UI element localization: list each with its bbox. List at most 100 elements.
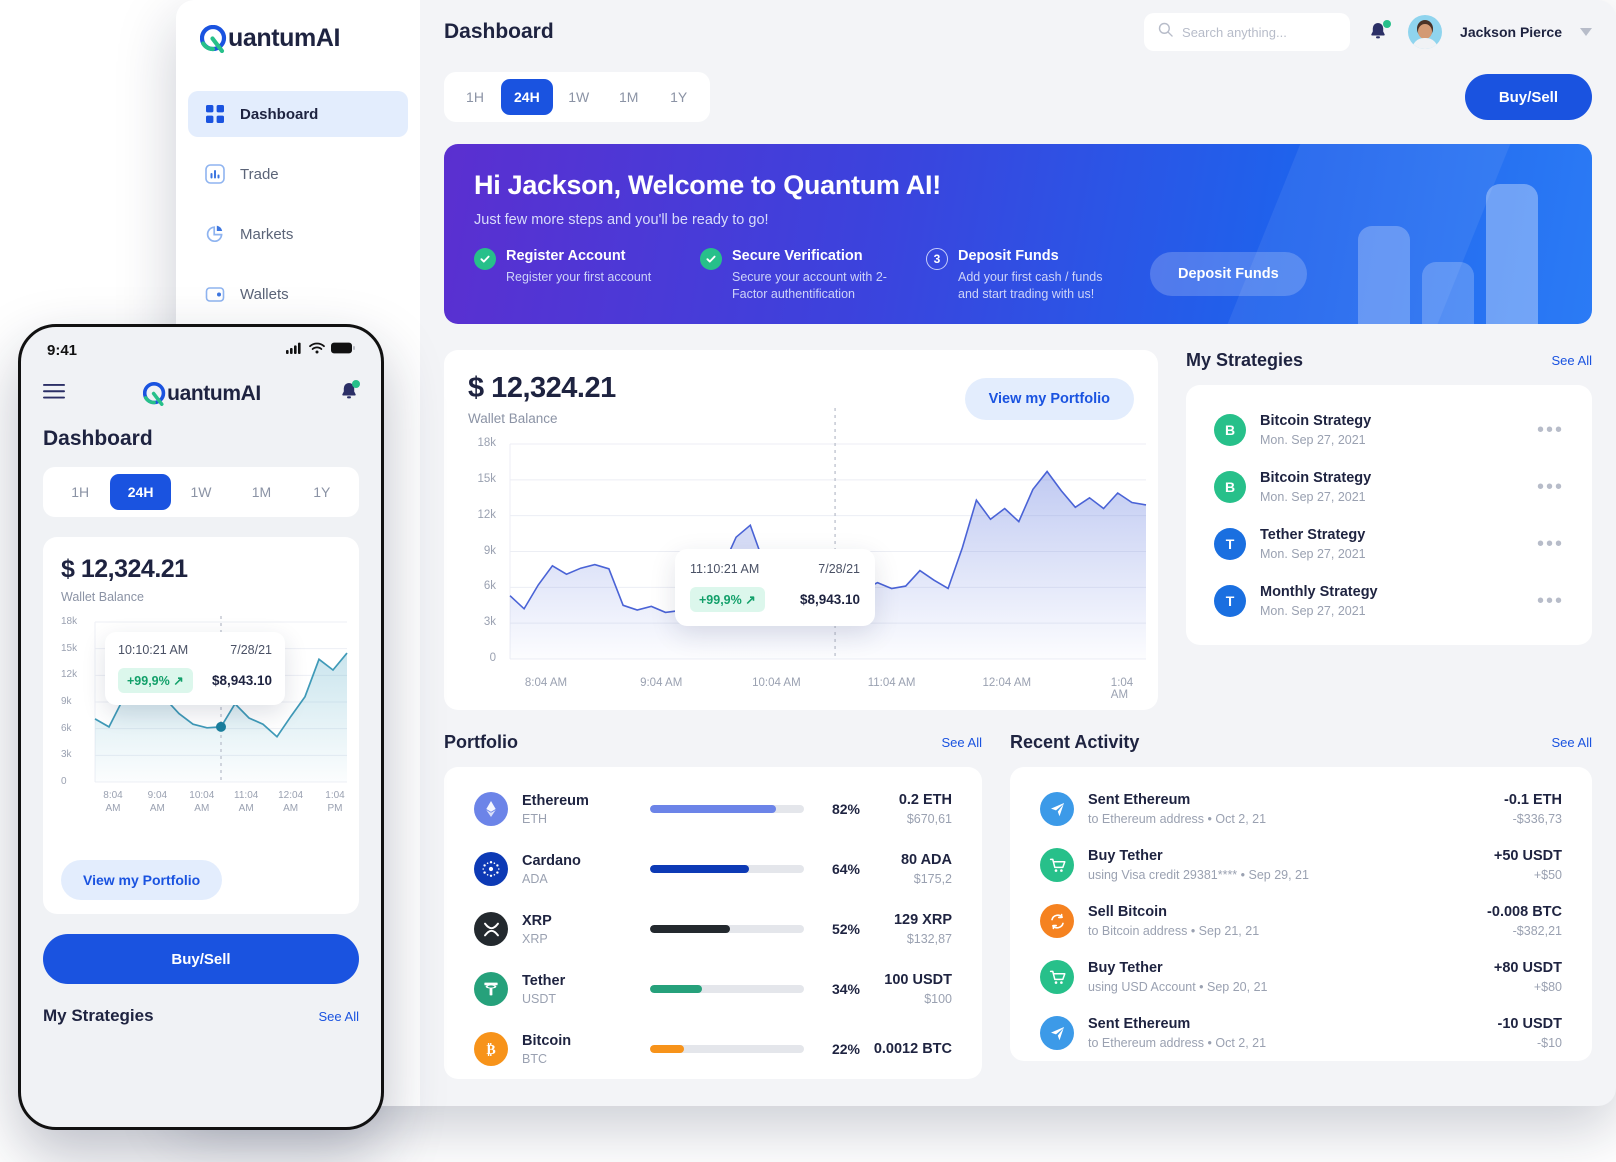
strategy-name: Tether Strategy (1260, 527, 1366, 543)
allocation-bar (650, 985, 804, 993)
allocation-bar (650, 865, 804, 873)
avatar[interactable] (1408, 15, 1443, 49)
mobile-tab-1h[interactable]: 1H (71, 484, 90, 500)
coin-amount-main: 100 USDT (884, 972, 952, 988)
portfolio-row[interactable]: Tether USDT 34% 100 USDT $100 (464, 959, 962, 1019)
mobile-tab-1m[interactable]: 1M (251, 484, 272, 500)
step-deposit-funds: 3 Deposit Funds Add your first cash / fu… (926, 247, 1126, 303)
activity-row[interactable]: Sell Bitcoin to Bitcoin address • Sep 21… (1030, 893, 1572, 949)
search-box[interactable] (1144, 13, 1351, 51)
tab-1h[interactable]: 1H (466, 89, 484, 105)
activity-row[interactable]: Sent Ethereum to Ethereum address • Oct … (1030, 781, 1572, 837)
sidebar-item-markets[interactable]: Markets (188, 211, 408, 257)
chevron-down-icon[interactable] (1580, 28, 1592, 36)
mobile-tab-24h[interactable]: 24H (110, 474, 171, 510)
coin-labels: XRP XRP (522, 913, 650, 946)
portfolio-section: Portfolio See All Ethereum ETH 82% 0.2 E… (444, 732, 982, 1079)
allocation-pct: 52% (831, 921, 860, 937)
strategy-row[interactable]: B Bitcoin Strategy Mon. Sep 27, 2021 ••• (1206, 458, 1572, 515)
mobile-chart-y-tick: 3k (61, 749, 72, 761)
step-desc: Register your first account (506, 270, 652, 284)
activity-row[interactable]: Buy Tether using USD Account • Sep 20, 2… (1030, 949, 1572, 1005)
portfolio-row[interactable]: XRP XRP 52% 129 XRP $132,87 (464, 899, 962, 959)
view-my-portfolio-button[interactable]: View my Portfolio (964, 378, 1134, 420)
strategy-row[interactable]: T Tether Strategy Mon. Sep 27, 2021 ••• (1206, 515, 1572, 572)
sidebar-item-trade[interactable]: Trade (188, 151, 408, 197)
svg-text:₿: ₿ (486, 1042, 495, 1058)
chart-x-tick: 1:04 AM (1110, 677, 1134, 701)
strategy-row[interactable]: T Monthly Strategy Mon. Sep 27, 2021 ••• (1206, 572, 1572, 629)
mobile-buy-sell-button[interactable]: Buy/Sell (43, 934, 359, 984)
mobile-view-portfolio-button[interactable]: View my Portfolio (61, 860, 223, 900)
mobile-bell-icon[interactable] (339, 380, 360, 407)
tab-1w[interactable]: 1W (568, 89, 590, 105)
activity-row[interactable]: Sent Ethereum to Ethereum address • Oct … (1030, 1005, 1572, 1061)
tab-1m[interactable]: 1M (618, 89, 639, 105)
mobile-tab-1y[interactable]: 1Y (313, 484, 331, 500)
hamburger-menu-icon[interactable] (43, 384, 65, 404)
desktop-window: uantumAI Dashboard Trade (176, 0, 1616, 1106)
strategies-title: My Strategies (1186, 350, 1304, 370)
quantum-q-icon (143, 382, 166, 406)
strategy-row[interactable]: B Bitcoin Strategy Mon. Sep 27, 2021 ••• (1206, 401, 1572, 458)
coin-amount: 129 XRP $132,87 (894, 912, 952, 946)
coin-amount-main: 0.2 ETH (898, 792, 952, 808)
coin-amount-main: 0.0012 BTC (873, 1041, 952, 1057)
activity-subtitle: to Ethereum address • Oct 2, 21 (1088, 812, 1267, 826)
portfolio-row[interactable]: Ethereum ETH 82% 0.2 ETH $670,61 (464, 779, 962, 839)
mobile-page-title: Dashboard (43, 427, 153, 450)
user-name: Jackson Pierce (1460, 24, 1562, 40)
tooltip-change: +99,9% ↗ (690, 587, 765, 612)
strategy-more-icon[interactable]: ••• (1536, 475, 1564, 498)
cart-icon (1040, 848, 1074, 882)
tooltip-value: $8,943.10 (211, 673, 272, 688)
coin-name: XRP (522, 912, 552, 929)
sidebar-item-label: Wallets (240, 285, 289, 303)
signal-icon (286, 341, 303, 359)
activity-amount: -10 USDT -$10 (1498, 1016, 1562, 1050)
activity-amount: +80 USDT +$80 (1494, 960, 1562, 994)
sidebar-item-label: Dashboard (240, 105, 319, 123)
coin-amount-value: $132,87 (906, 932, 952, 946)
range-tabs: 1H 24H 1W 1M 1Y (444, 72, 710, 122)
portfolio-see-all[interactable]: See All (941, 735, 982, 750)
chart-y-tick: 15k (477, 472, 496, 485)
banner-subtitle: Just few more steps and you'll be ready … (474, 212, 769, 228)
portfolio-panel: Ethereum ETH 82% 0.2 ETH $670,61 Cardano… (444, 767, 982, 1079)
sidebar-item-wallets[interactable]: Wallets (188, 271, 408, 317)
activity-row[interactable]: Buy Tether using Visa credit 29381**** •… (1030, 837, 1572, 893)
cards-row: $ 12,324.21 Wallet Balance View my Portf… (444, 350, 1592, 710)
notifications-bell-icon[interactable] (1368, 20, 1392, 43)
strategy-name: Bitcoin Strategy (1260, 413, 1372, 429)
portfolio-row[interactable]: Cardano ADA 64% 80 ADA $175,2 (464, 839, 962, 899)
portfolio-row[interactable]: ₿ Bitcoin BTC 22% 0.0012 BTC (464, 1019, 962, 1079)
strategy-more-icon[interactable]: ••• (1536, 532, 1564, 555)
mobile-chart[interactable]: 18k 15k 12k 9k 6k 3k 0 8:04 AM 9:04 AM 10:04 AM 11:0… (61, 616, 348, 816)
strategy-more-icon[interactable]: ••• (1536, 589, 1564, 612)
wallet-chart[interactable]: 18k 15k 12k 9k 6k 3k 0 (468, 408, 1147, 701)
mobile-chart-tooltip: 10:10:21 AM 7/28/21 +99,9% ↗ $8,943.10 (105, 632, 285, 705)
topbar: Dashboard Jackson Pier (444, 0, 1592, 64)
status-icons (286, 341, 355, 359)
buy-sell-button[interactable]: Buy/Sell (1464, 74, 1592, 120)
allocation-bar (650, 805, 804, 813)
mobile-mockup: 9:41 (18, 324, 384, 1130)
coin-labels: Ethereum ETH (522, 793, 650, 826)
activity-see-all[interactable]: See All (1551, 735, 1592, 750)
strategy-avatar: T (1214, 527, 1246, 560)
portfolio-title: Portfolio (444, 732, 518, 752)
strategy-more-icon[interactable]: ••• (1536, 418, 1564, 441)
deposit-funds-button[interactable]: Deposit Funds (1150, 252, 1307, 296)
activity-title: Sell Bitcoin (1088, 904, 1167, 920)
mobile-chart-x-tick: 12:04 AM (278, 790, 304, 814)
sidebar-item-label: Markets (240, 225, 294, 243)
coin-labels: Bitcoin BTC (522, 1033, 650, 1066)
tab-1y[interactable]: 1Y (670, 89, 688, 105)
sidebar-item-dashboard[interactable]: Dashboard (188, 91, 408, 137)
tab-24h[interactable]: 24H (501, 79, 553, 115)
strategies-see-all[interactable]: See All (1551, 353, 1592, 368)
mobile-strategies-see-all[interactable]: See All (318, 1008, 359, 1024)
coin-name: Cardano (522, 852, 581, 869)
mobile-tab-1w[interactable]: 1W (190, 484, 212, 500)
search-input[interactable] (1182, 24, 1337, 40)
